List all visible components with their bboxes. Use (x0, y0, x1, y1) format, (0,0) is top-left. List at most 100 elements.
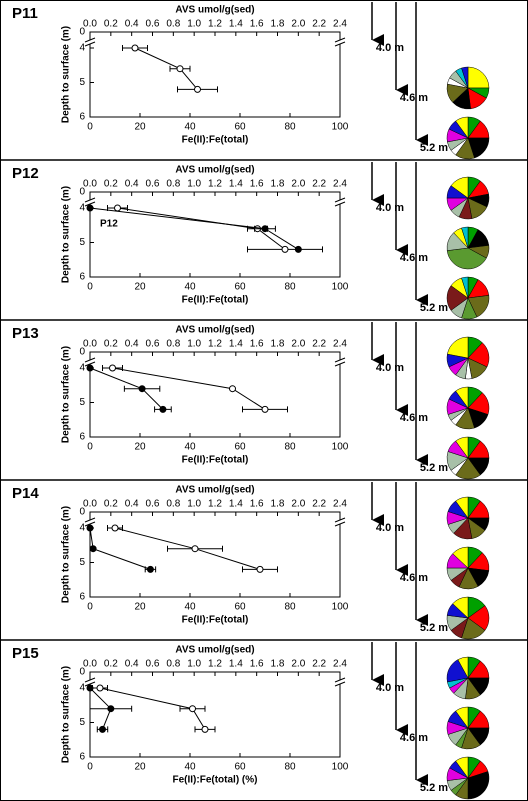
x2-tick-label: 0.2 (104, 339, 118, 350)
axis-break (334, 37, 346, 43)
data-point (256, 565, 264, 573)
annotation: P12 (100, 219, 118, 230)
axis-break-gap (87, 40, 93, 44)
axis-break (84, 521, 96, 527)
x2-tick-label: 1.0 (187, 339, 201, 350)
data-point (294, 245, 302, 253)
plot-frame (89, 31, 341, 118)
pie-slice (452, 596, 469, 619)
x-tick-label: 100 (332, 602, 349, 613)
depth-label: 5.2 m (420, 782, 448, 794)
data-point (281, 245, 289, 253)
x-tick-label: 20 (134, 602, 146, 613)
panel-title: P15 (12, 645, 39, 662)
y-axis-title: Depth to surface (m) (61, 506, 72, 603)
axis-break (84, 361, 96, 367)
pie-slice (446, 247, 487, 270)
x2-tick-label: 1.4 (229, 339, 243, 350)
y-tick-label: 0 (79, 187, 85, 198)
x2-tick-label: 1.6 (250, 659, 264, 670)
x2-tick-label: 0.8 (166, 339, 180, 350)
x2-tick-label: 0.2 (104, 499, 118, 510)
x2-tick-label: 0.0 (83, 179, 97, 190)
x-tick-label: 20 (134, 762, 146, 773)
x-tick-label: 60 (234, 602, 246, 613)
axis-break-gap (337, 200, 343, 204)
data-point (146, 565, 154, 573)
data-point (86, 364, 94, 372)
x-axis-title: Fe(II):Fe(total) (182, 455, 249, 466)
x2-axis-title: AVS umol/g(sed) (175, 645, 254, 656)
depth-label: 4.6 m (400, 412, 428, 424)
x2-tick-label: 2.4 (333, 19, 347, 30)
x-tick-label: 100 (332, 762, 349, 773)
axis-break (334, 361, 346, 367)
x2-tick-label: 0.4 (125, 499, 139, 510)
x2-tick-label: 0.2 (104, 659, 118, 670)
x-tick-label: 80 (284, 442, 296, 453)
x2-tick-label: 0.2 (104, 179, 118, 190)
data-point (229, 385, 236, 393)
data-point (261, 405, 269, 413)
series-line (89, 527, 151, 570)
x-tick-label: 60 (234, 762, 246, 773)
data-point (86, 524, 94, 532)
x-tick-label: 0 (87, 122, 93, 133)
depth-label: 4.6 m (400, 732, 428, 744)
pie-slice (461, 66, 469, 89)
x2-tick-label: 1.6 (250, 339, 264, 350)
x2-tick-label: 0.6 (146, 499, 160, 510)
data-point (194, 85, 201, 93)
axis-break (84, 677, 96, 683)
x-tick-label: 80 (284, 282, 296, 293)
x2-tick-label: 0.8 (166, 19, 180, 30)
plot-frame (89, 351, 341, 438)
depth-label: 4.0 m (376, 362, 404, 374)
depth-label: 5.2 m (420, 142, 448, 154)
data-point (114, 204, 121, 212)
x2-tick-label: 0.8 (166, 499, 180, 510)
axis-break-gap (87, 680, 93, 684)
x2-axis-title: AVS umol/g(sed) (175, 325, 254, 336)
pie-slice (450, 176, 469, 199)
x2-tick-label: 0.0 (83, 499, 97, 510)
x-tick-label: 80 (284, 762, 296, 773)
data-point (138, 385, 146, 393)
y-tick-label: 0 (79, 667, 85, 678)
axis-break (334, 357, 346, 363)
data-point (159, 405, 167, 413)
pie-slice (455, 496, 469, 519)
axis-break (84, 37, 96, 43)
x2-tick-label: 1.4 (229, 19, 243, 30)
x2-tick-label: 0.8 (166, 659, 180, 670)
panel-title: P11 (12, 5, 38, 22)
x2-tick-label: 2.0 (291, 179, 305, 190)
x2-tick-label: 1.8 (271, 659, 285, 670)
depth-label: 4.0 m (376, 42, 404, 54)
y-tick-label: 5 (79, 717, 85, 728)
x2-tick-label: 2.4 (333, 179, 347, 190)
axis-break-gap (337, 680, 343, 684)
data-point (111, 524, 119, 532)
x-tick-label: 80 (284, 122, 296, 133)
x2-tick-label: 2.0 (291, 499, 305, 510)
depth-label: 5.2 m (420, 622, 448, 634)
x2-tick-label: 1.2 (208, 19, 222, 30)
x-axis-title: Fe(II):Fe(total) (182, 135, 249, 146)
x-tick-label: 0 (87, 762, 93, 773)
x-axis-title: Fe(II):Fe(total) (182, 615, 249, 626)
pie-slice (467, 771, 490, 800)
y-tick-label: 6 (79, 112, 85, 123)
data-point (86, 204, 94, 212)
x2-tick-label: 0.4 (125, 659, 139, 670)
y-tick-label: 5 (79, 237, 85, 248)
x-tick-label: 60 (234, 282, 246, 293)
x-tick-label: 40 (184, 602, 196, 613)
x2-tick-label: 0.2 (104, 19, 118, 30)
x2-tick-label: 2.2 (312, 339, 326, 350)
panel-title: P13 (12, 325, 39, 342)
depth-label: 5.2 m (420, 462, 448, 474)
x2-tick-label: 1.4 (229, 179, 243, 190)
x2-tick-label: 2.4 (333, 339, 347, 350)
depth-label: 4.0 m (376, 682, 404, 694)
